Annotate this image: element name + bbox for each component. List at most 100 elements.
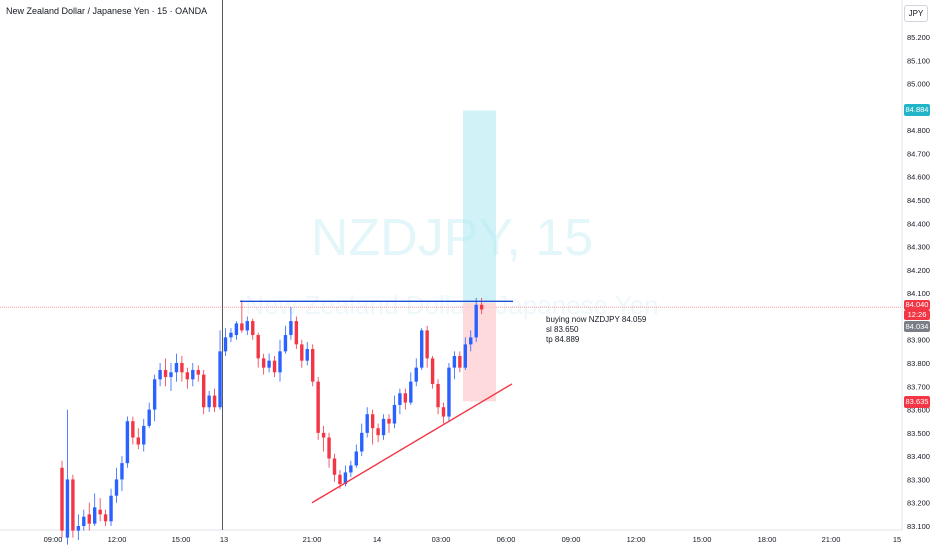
candle-body bbox=[142, 425, 146, 445]
candle-body bbox=[338, 474, 342, 485]
candle-body bbox=[169, 372, 173, 377]
candle-body bbox=[174, 363, 179, 373]
y-tick-label: 83.300 bbox=[907, 475, 930, 484]
candle-body bbox=[360, 432, 364, 452]
candle-body bbox=[87, 514, 91, 524]
target-price-tag: 84.884 bbox=[904, 104, 930, 116]
candle-body bbox=[71, 479, 75, 531]
x-tick-label: 15:00 bbox=[172, 535, 191, 544]
candle-body bbox=[82, 516, 86, 526]
y-tick-label: 84.600 bbox=[907, 173, 930, 182]
candle-body bbox=[305, 349, 309, 361]
candle-body bbox=[365, 414, 369, 433]
candle-body bbox=[300, 344, 304, 361]
y-tick-label: 83.700 bbox=[907, 382, 930, 391]
candle-body bbox=[381, 418, 386, 436]
candle-body bbox=[267, 360, 271, 368]
candle-body bbox=[283, 335, 288, 352]
x-tick-label: 06:00 bbox=[497, 535, 516, 544]
candle-body bbox=[294, 321, 299, 345]
candle-body bbox=[392, 404, 397, 424]
candle-body bbox=[354, 451, 358, 466]
candle-body bbox=[256, 335, 260, 359]
candle-body bbox=[136, 437, 140, 445]
y-tick-label: 84.500 bbox=[907, 196, 930, 205]
candle-body bbox=[289, 321, 293, 336]
candle-body bbox=[463, 344, 467, 368]
candle-body bbox=[191, 369, 195, 380]
chart-title: New Zealand Dollar / Japanese Yen · 15 ·… bbox=[6, 6, 208, 16]
x-tick-label: 14 bbox=[373, 535, 381, 544]
candle-body bbox=[245, 321, 249, 331]
candle-body bbox=[185, 372, 190, 380]
x-tick-label: 12:00 bbox=[108, 535, 127, 544]
candle-body bbox=[223, 337, 228, 352]
candle-body bbox=[376, 428, 380, 436]
x-tick-label: 03:00 bbox=[432, 535, 451, 544]
y-tick-label: 84.800 bbox=[907, 126, 930, 135]
y-tick-label: 85.100 bbox=[907, 56, 930, 65]
candle-body bbox=[420, 330, 424, 368]
candle-body bbox=[158, 369, 162, 380]
candle-body bbox=[452, 356, 457, 368]
candle-body bbox=[60, 467, 64, 531]
x-tick-label: 09:00 bbox=[562, 535, 581, 544]
target-zone bbox=[463, 110, 496, 303]
candle-body bbox=[163, 369, 168, 377]
candle-body bbox=[316, 381, 320, 433]
trade-note[interactable]: buying now NZDJPY 84.059 sl 83.650 tp 84… bbox=[546, 315, 646, 345]
candle-body bbox=[114, 479, 119, 496]
candle-body bbox=[332, 458, 337, 475]
candle-body bbox=[98, 509, 102, 515]
y-tick-label: 83.400 bbox=[907, 452, 930, 461]
candle-body bbox=[469, 337, 473, 345]
candle-body bbox=[261, 358, 266, 368]
note-entry: buying now NZDJPY 84.059 bbox=[546, 315, 647, 324]
y-tick-label: 83.900 bbox=[907, 336, 930, 345]
candle-body bbox=[120, 463, 124, 480]
candle-body bbox=[441, 407, 446, 417]
candle-body bbox=[387, 418, 391, 424]
candle-body bbox=[180, 363, 184, 373]
candle-body bbox=[125, 421, 130, 464]
y-tick-label: 83.800 bbox=[907, 359, 930, 368]
candle-body bbox=[321, 432, 326, 438]
candle-body bbox=[152, 379, 157, 410]
candle-body bbox=[327, 437, 331, 459]
y-tick-label: 84.400 bbox=[907, 219, 930, 228]
candle-body bbox=[207, 395, 211, 408]
x-tick-label: 13 bbox=[220, 535, 228, 544]
candle-body bbox=[409, 381, 413, 403]
candle-body bbox=[202, 374, 206, 408]
stop-zone bbox=[463, 302, 496, 402]
y-tick-label: 83.200 bbox=[907, 499, 930, 508]
candle-body bbox=[212, 395, 217, 408]
y-tick-label: 85.000 bbox=[907, 80, 930, 89]
y-tick-label: 84.200 bbox=[907, 266, 930, 275]
candle-body bbox=[311, 349, 315, 382]
current-price-tag: 84.040 bbox=[904, 300, 930, 310]
x-tick-label: 15 bbox=[893, 535, 901, 544]
candle-body bbox=[370, 414, 375, 429]
bar-countdown-tag: 12:26 bbox=[904, 310, 930, 320]
x-tick-label: 21:00 bbox=[303, 535, 322, 544]
candle-body bbox=[131, 421, 135, 438]
candle-body bbox=[93, 507, 97, 524]
candle-body bbox=[272, 360, 277, 373]
candle-body bbox=[109, 495, 113, 522]
x-tick-label: 21:00 bbox=[822, 535, 841, 544]
note-stop-loss: sl 83.650 bbox=[546, 325, 579, 334]
currency-button[interactable]: JPY bbox=[904, 5, 928, 22]
candle-body bbox=[474, 304, 478, 338]
candle-body bbox=[251, 321, 255, 336]
candle-body bbox=[430, 358, 435, 384]
x-tick-label: 12:00 bbox=[627, 535, 646, 544]
y-tick-label: 83.100 bbox=[907, 522, 930, 531]
watermark-symbol: NZDJPY, 15 bbox=[311, 209, 593, 267]
y-tick-label: 83.600 bbox=[907, 406, 930, 415]
y-tick-label: 84.300 bbox=[907, 243, 930, 252]
candle-body bbox=[240, 323, 244, 331]
watermark-name: New Zealand Dollar / Japanese Yen bbox=[245, 290, 658, 320]
y-tick-label: 83.500 bbox=[907, 429, 930, 438]
